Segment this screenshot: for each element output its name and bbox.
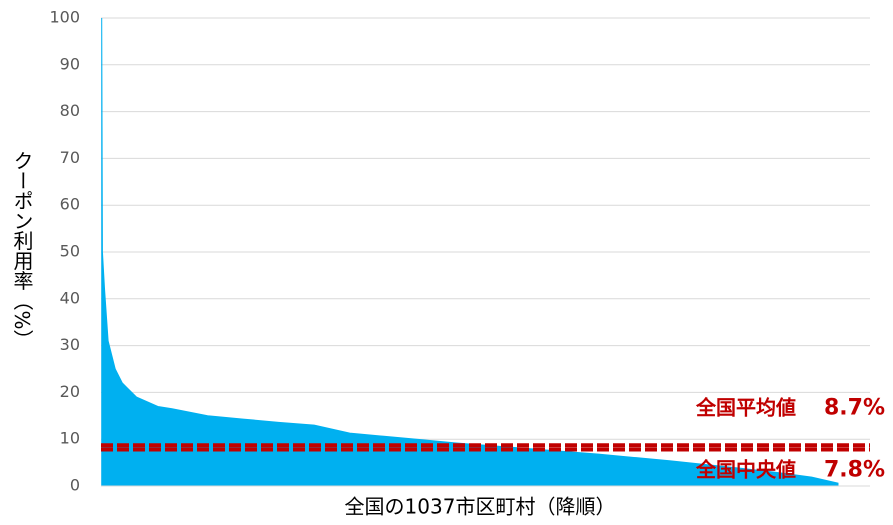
y-tick-label: 100: [49, 8, 80, 27]
y-tick-label: 0: [70, 476, 80, 495]
y-tick-label: 60: [60, 195, 80, 214]
reference-value: 7.8%: [824, 457, 885, 482]
y-tick-label: 80: [60, 101, 80, 120]
y-tick-label: 70: [60, 148, 80, 167]
y-tick-label: 10: [60, 429, 80, 448]
y-tick-label: 90: [60, 54, 80, 73]
reference-name: 全国平均値: [695, 395, 796, 419]
reference-value: 8.7%: [824, 395, 885, 420]
reference-label: 全国平均値 8.7%: [695, 395, 885, 421]
y-tick-label: 30: [60, 335, 80, 354]
area: [101, 17, 839, 487]
y-axis-title: クーポン利用率（%）: [10, 150, 34, 349]
reference-name: 全国中央値: [695, 457, 796, 481]
reference-label: 全国中央値 7.8%: [695, 457, 885, 483]
y-tick-label: 40: [60, 288, 80, 307]
x-axis-title: 全国の1037市区町村（降順）: [345, 495, 616, 519]
y-tick-label: 20: [60, 382, 80, 401]
y-tick-label: 50: [60, 242, 80, 261]
